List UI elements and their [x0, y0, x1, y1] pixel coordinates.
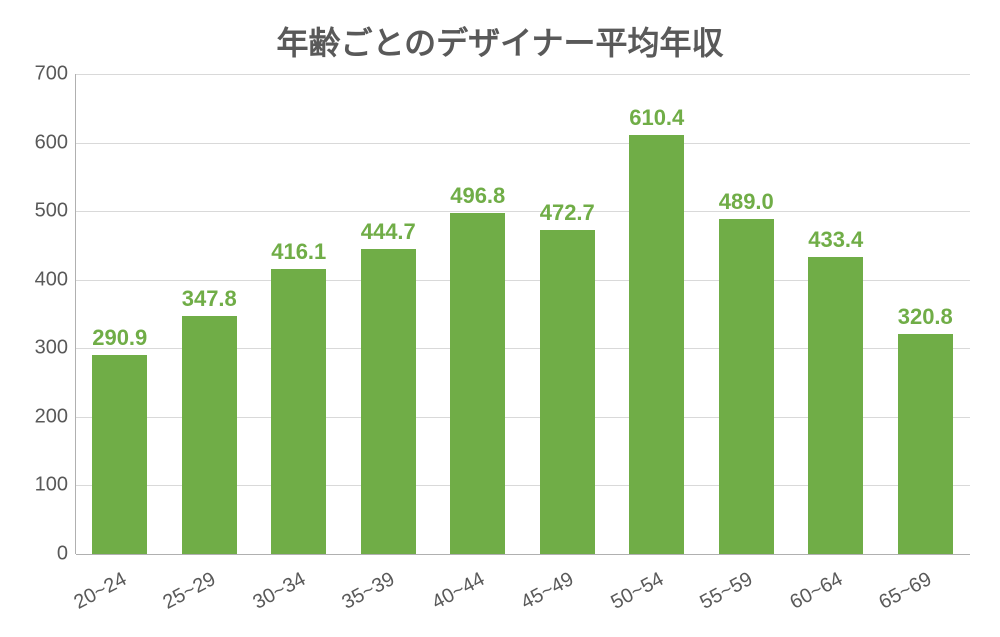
bar-slot: 444.735~39 — [344, 74, 434, 554]
xtick-label: 60~64 — [786, 568, 846, 615]
bar-slot: 472.745~49 — [523, 74, 613, 554]
bar-value-label: 472.7 — [540, 200, 595, 226]
ytick-label: 300 — [35, 337, 76, 360]
ytick-label: 100 — [35, 474, 76, 497]
xtick-label: 65~69 — [876, 568, 936, 615]
bar-value-label: 433.4 — [808, 227, 863, 253]
bar — [808, 257, 863, 554]
bar-value-label: 416.1 — [271, 239, 326, 265]
bar — [182, 316, 237, 554]
bar-slot: 433.460~64 — [791, 74, 881, 554]
bar-slot: 347.825~29 — [165, 74, 255, 554]
bar — [450, 213, 505, 554]
xtick-label: 35~39 — [339, 568, 399, 615]
bar-value-label: 290.9 — [92, 325, 147, 351]
gridline — [76, 554, 970, 555]
bar — [719, 219, 774, 554]
bar-slot: 496.840~44 — [433, 74, 523, 554]
bar — [92, 355, 147, 554]
chart-title: 年齢ごとのデザイナー平均年収 — [20, 18, 980, 64]
bar-value-label: 496.8 — [450, 183, 505, 209]
ytick-label: 400 — [35, 268, 76, 291]
bar — [898, 334, 953, 554]
xtick-label: 20~24 — [70, 568, 130, 615]
ytick-label: 700 — [35, 63, 76, 86]
xtick-label: 40~44 — [428, 568, 488, 615]
ytick-label: 600 — [35, 131, 76, 154]
xtick-label: 25~29 — [160, 568, 220, 615]
bar-value-label: 610.4 — [629, 105, 684, 131]
bar — [540, 230, 595, 554]
xtick-label: 55~59 — [697, 568, 757, 615]
bar-value-label: 444.7 — [361, 219, 416, 245]
bar-slot: 610.450~54 — [612, 74, 702, 554]
xtick-label: 30~34 — [249, 568, 309, 615]
bar-slot: 416.130~34 — [254, 74, 344, 554]
ytick-label: 200 — [35, 405, 76, 428]
xtick-label: 50~54 — [607, 568, 667, 615]
bar-slot: 489.055~59 — [702, 74, 792, 554]
bar-value-label: 489.0 — [719, 189, 774, 215]
chart-container: 年齢ごとのデザイナー平均年収 0 100 200 300 400 500 600 700 29… — [0, 0, 1000, 637]
bar — [629, 135, 684, 554]
plot-area: 0100200300400500600700 290.920~24347.825… — [75, 74, 970, 554]
xtick-label: 45~49 — [518, 568, 578, 615]
bars-group: 290.920~24347.825~29416.130~34444.735~39… — [75, 74, 970, 554]
bar — [361, 249, 416, 554]
bar-slot: 320.865~69 — [881, 74, 971, 554]
bar-value-label: 320.8 — [898, 304, 953, 330]
ytick-label: 500 — [35, 200, 76, 223]
bar-value-label: 347.8 — [182, 286, 237, 312]
bar — [271, 269, 326, 554]
bar-slot: 290.920~24 — [75, 74, 165, 554]
ytick-label: 0 — [57, 543, 76, 566]
